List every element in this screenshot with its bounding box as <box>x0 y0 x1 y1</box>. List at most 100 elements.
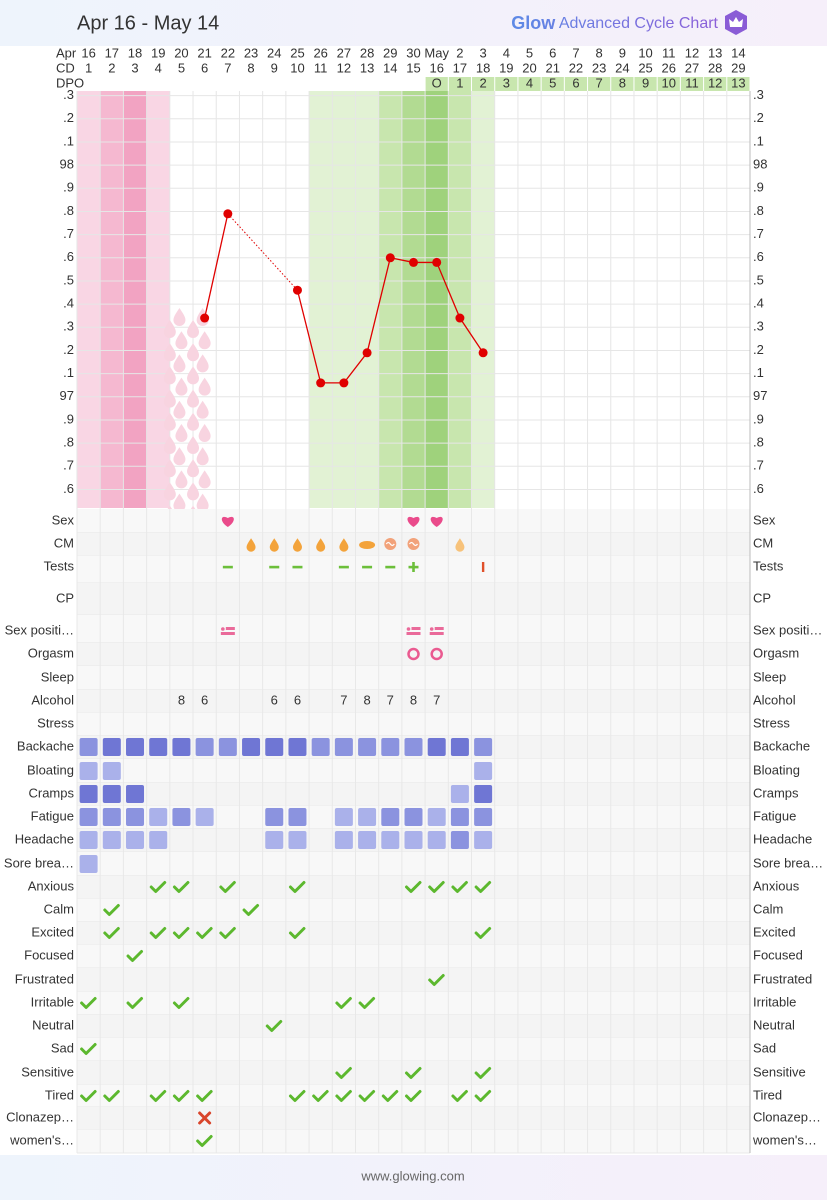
temp-point <box>339 378 349 388</box>
date-label: 14 <box>731 45 745 60</box>
mood-check <box>149 927 167 939</box>
symptom-cell <box>358 808 377 826</box>
date-label: 13 <box>708 45 722 60</box>
dpo-cell <box>518 77 541 91</box>
tracker-label: CM <box>54 535 74 550</box>
alcohol-value: 7 <box>433 692 440 707</box>
date-label: 12 <box>685 45 699 60</box>
phase-band <box>77 91 101 508</box>
mood-check <box>405 1090 422 1102</box>
dpo-label: 6 <box>572 75 579 90</box>
spotting-drop <box>187 459 200 478</box>
mood-check <box>405 1067 422 1079</box>
dpo-label: O <box>432 75 442 90</box>
temp-point <box>200 313 210 323</box>
tracker-label: Focused <box>753 947 803 962</box>
cm-icon <box>359 541 376 549</box>
spotting-drop <box>163 459 176 478</box>
y-tick-label: .6 <box>753 481 764 496</box>
y-tick-label: .4 <box>753 296 764 311</box>
tracker-label: Tests <box>44 558 75 573</box>
brand-suffix: Advanced Cycle Chart <box>559 15 719 32</box>
cm-icon <box>292 538 302 552</box>
dpo-label: 4 <box>526 75 533 90</box>
sex-heart <box>221 516 234 527</box>
tracker-label: Headache <box>753 831 812 846</box>
y-tick-label: .1 <box>63 133 74 148</box>
crown-icon <box>725 10 747 35</box>
row-label: Apr <box>56 45 77 60</box>
tracker-label: Calm <box>753 901 783 916</box>
tracker-label: Sore brea… <box>4 855 74 870</box>
mood-check <box>358 997 376 1009</box>
symptom-cell <box>311 738 330 756</box>
spotting-drop <box>198 377 211 396</box>
cm-icon <box>385 541 395 547</box>
date-label: May <box>424 45 449 60</box>
symptom-cell <box>404 831 423 849</box>
symptom-cell <box>149 831 168 849</box>
date-label: 16 <box>81 45 95 60</box>
tracker-label: Calm <box>44 901 74 916</box>
symptom-cell <box>102 808 121 826</box>
y-tick-label: .8 <box>753 435 764 450</box>
cd-label: 17 <box>453 60 467 75</box>
tracker-row-bg <box>77 689 750 713</box>
date-label: 5 <box>526 45 533 60</box>
phase-band <box>401 91 426 508</box>
cm-icon <box>455 538 465 552</box>
tracker-label: Fatigue <box>753 808 796 823</box>
y-tick-label: 98 <box>753 157 767 172</box>
date-label: 30 <box>406 45 420 60</box>
footer-bar <box>0 1155 827 1200</box>
symptom-cell <box>404 738 423 756</box>
temp-point <box>432 257 442 267</box>
med-cross <box>198 1111 212 1125</box>
phase-band <box>471 91 495 508</box>
position-icon <box>225 627 235 630</box>
tracker-label: Sex positi… <box>753 622 822 637</box>
dpo-label: 13 <box>731 75 745 90</box>
symptom-cell <box>195 808 214 826</box>
title: Apr 16 - May 14 <box>77 12 219 34</box>
symptom-cell <box>172 738 191 756</box>
row-label: DPO <box>56 75 84 90</box>
symptom-cell <box>102 762 121 780</box>
tracker-row-bg <box>77 712 750 736</box>
tracker-label: Anxious <box>753 878 800 893</box>
tracker-label: Sensitive <box>753 1064 806 1079</box>
temp-point <box>362 348 372 358</box>
tracker-label: Sex positi… <box>5 622 74 637</box>
test-icon <box>362 565 373 569</box>
phase-band <box>425 91 449 508</box>
test-icon <box>338 565 349 569</box>
test-icon <box>222 565 233 569</box>
cd-label: 8 <box>247 60 254 75</box>
tracker-label: Sex <box>753 512 776 527</box>
footer: www.glowing.com <box>360 1168 464 1183</box>
symptom-cell <box>334 808 353 826</box>
spotting-drop <box>187 320 200 338</box>
tracker-label: Tests <box>753 558 784 573</box>
spotting-drop <box>175 424 188 443</box>
spotting-drop <box>163 343 176 362</box>
symptom-cell <box>288 808 307 826</box>
tracker-label: Stress <box>753 715 790 730</box>
symptom-cell <box>334 831 353 849</box>
symptom-cell <box>427 808 446 826</box>
dpo-label: 10 <box>662 75 676 90</box>
date-label: 7 <box>572 45 579 60</box>
spotting-drop <box>163 482 176 501</box>
dpo-label: 8 <box>619 75 626 90</box>
tracker-row-bg <box>77 1129 750 1153</box>
tracker-label: Sensitive <box>21 1064 74 1079</box>
tracker-label: women's… <box>9 1132 74 1147</box>
spotting-drop <box>173 400 186 419</box>
symptom-cell <box>450 808 469 826</box>
date-label: 8 <box>596 45 603 60</box>
y-tick-label: 97 <box>60 388 74 403</box>
tracker-label: Fatigue <box>31 808 74 823</box>
phase-band <box>146 91 170 508</box>
phase-band <box>355 91 379 508</box>
position-icon <box>406 627 411 631</box>
